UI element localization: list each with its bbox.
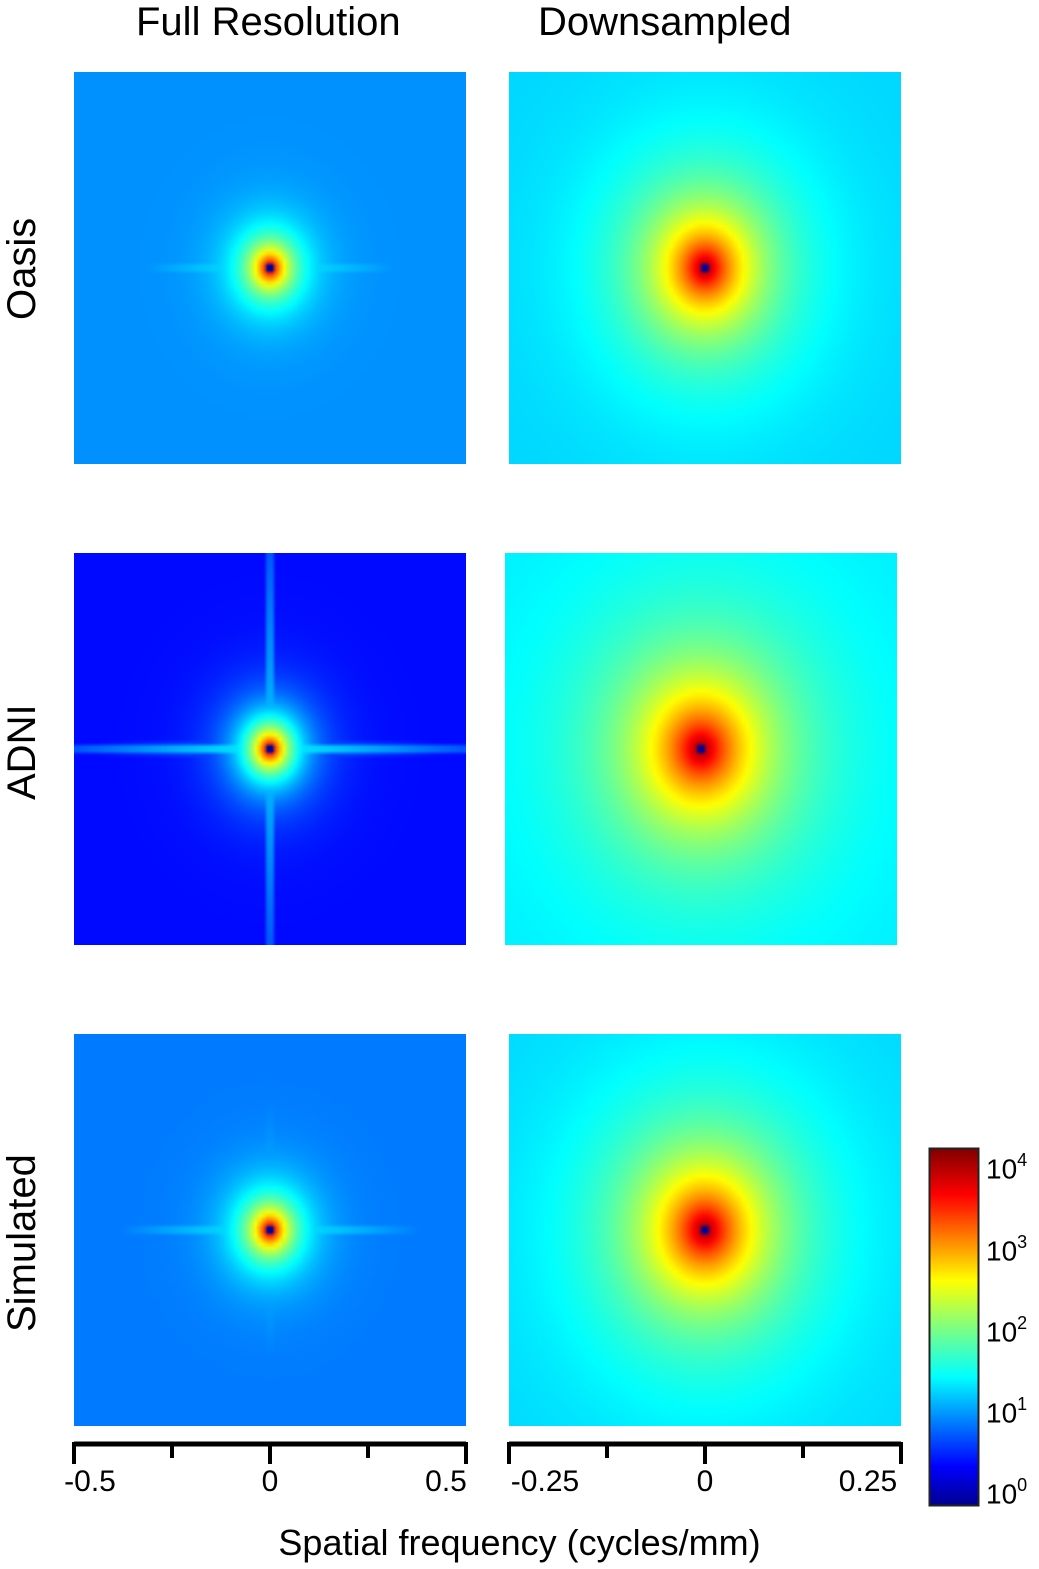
- x-axis-downsampled: [507, 1441, 903, 1464]
- colorbar-tick-label: 104: [986, 1150, 1028, 1185]
- row-label-adni: ADNI: [0, 704, 44, 800]
- tick-label: 0.5: [425, 1465, 467, 1498]
- heatmap-adni-full: [74, 553, 466, 945]
- tick-label: -0.5: [64, 1465, 116, 1498]
- x-axis-full-resolution: [72, 1441, 468, 1464]
- column-title-full-resolution: Full Resolution: [136, 0, 401, 44]
- heatmap-oasis-full: [74, 72, 466, 464]
- heatmap-simulated-downsampled: [509, 1034, 901, 1426]
- colorbar: [928, 1147, 980, 1507]
- heatmap-svg: [509, 72, 901, 464]
- row-label-simulated: Simulated: [0, 1154, 44, 1332]
- heatmap-adni-downsampled: [505, 553, 897, 945]
- heatmap-svg: [74, 1034, 466, 1426]
- tick-label: 0: [261, 1465, 279, 1498]
- colorbar-tick-label: 101: [986, 1394, 1028, 1429]
- heatmap-svg: [505, 553, 897, 945]
- column-title-downsampled: Downsampled: [538, 0, 792, 44]
- tick-label: 0: [696, 1465, 714, 1498]
- colorbar-gradient: [928, 1147, 980, 1507]
- colorbar-tick-label: 102: [986, 1313, 1028, 1348]
- x-axis-label: Spatial frequency (cycles/mm): [278, 1522, 761, 1563]
- colorbar-tick-label: 100: [986, 1475, 1028, 1510]
- heatmap-svg: [509, 1034, 901, 1426]
- tick-label: 0.25: [838, 1465, 898, 1498]
- colorbar-tick-label: 103: [986, 1232, 1028, 1267]
- heatmap-svg: [74, 72, 466, 464]
- row-label-oasis: Oasis: [0, 217, 44, 320]
- heatmap-oasis-downsampled: [509, 72, 901, 464]
- heatmap-simulated-full: [74, 1034, 466, 1426]
- tick-label: -0.25: [510, 1465, 580, 1498]
- heatmap-svg: [74, 553, 466, 945]
